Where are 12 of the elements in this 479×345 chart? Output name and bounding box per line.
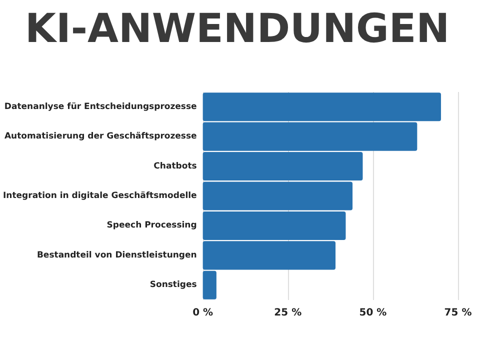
- chart-title: KI-ANWENDUNGEN: [25, 6, 450, 52]
- x-tick-label: 50 %: [359, 308, 387, 318]
- y-tick-label: Bestandteil von Dienstleistungen: [36, 250, 197, 260]
- y-tick-label: Integration in digitale Geschäftsmodelle: [2, 191, 198, 201]
- y-tick-label: Chatbots: [154, 161, 197, 172]
- x-tick-label: 75 %: [444, 308, 472, 318]
- y-tick-label: Datenanlyse für Entscheidungsprozesse: [4, 102, 198, 112]
- x-tick-label: 0 %: [192, 308, 214, 318]
- y-tick-label: Sonstiges: [150, 280, 197, 290]
- x-tick-label: 25 %: [274, 308, 302, 318]
- y-tick-label: Speech Processing: [106, 220, 197, 231]
- y-tick-label: Automatisierung der Geschäftsprozesse: [4, 132, 198, 142]
